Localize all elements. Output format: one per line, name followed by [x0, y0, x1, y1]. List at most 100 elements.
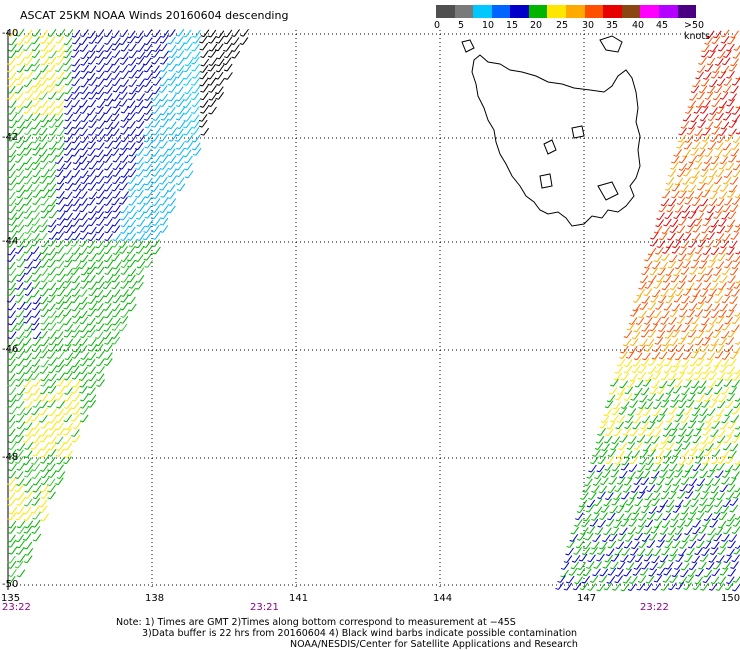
wind-barb	[698, 85, 708, 94]
wind-barb	[175, 112, 185, 121]
wind-barb	[7, 288, 16, 296]
wind-barb	[48, 50, 57, 59]
wind-barb	[663, 365, 673, 374]
wind-barb	[610, 527, 620, 536]
wind-barb	[639, 302, 649, 311]
wind-barb	[32, 448, 42, 457]
wind-barb	[678, 217, 687, 226]
wind-barb	[95, 29, 105, 37]
wind-barb	[15, 435, 24, 444]
wind-barb	[215, 86, 224, 95]
wind-barb	[23, 176, 33, 185]
legend-swatch	[491, 5, 511, 18]
wind-barb	[23, 309, 32, 318]
wind-barb	[685, 575, 695, 583]
wind-barb	[87, 308, 96, 317]
wind-barb	[702, 366, 711, 374]
wind-barb	[7, 154, 16, 163]
wind-barb	[664, 540, 673, 549]
wind-barb	[721, 415, 730, 424]
wind-barb	[606, 394, 616, 403]
wind-barb	[23, 541, 33, 550]
wind-barb	[711, 126, 721, 135]
wind-barb	[659, 232, 668, 241]
wind-barb	[120, 267, 130, 275]
wind-barb	[624, 386, 634, 395]
wind-barb	[651, 555, 660, 564]
wind-barb	[30, 246, 40, 254]
wind-barb	[120, 71, 129, 80]
wind-barb	[673, 323, 682, 332]
wind-barb	[47, 456, 56, 465]
wind-barb	[691, 232, 701, 241]
wind-barb	[685, 191, 695, 199]
wind-barb	[22, 205, 32, 214]
wind-barb	[683, 351, 692, 360]
wind-barb	[142, 79, 152, 88]
wind-barb	[48, 358, 57, 366]
wind-barb	[40, 373, 50, 382]
wind-barb	[736, 160, 740, 163]
wind-barb	[112, 84, 122, 93]
wind-barb	[592, 534, 601, 543]
wind-barb	[724, 400, 734, 409]
wind-barb	[681, 210, 691, 219]
wind-barb	[63, 436, 72, 444]
wind-barb	[727, 568, 737, 577]
wind-barb	[56, 163, 66, 172]
wind-barb	[712, 92, 722, 101]
wind-barb	[690, 114, 700, 123]
wind-barb	[15, 400, 25, 409]
wind-barb	[647, 366, 657, 375]
wind-barb	[729, 296, 738, 305]
wind-barb	[95, 331, 104, 340]
wind-barb	[127, 259, 136, 268]
wind-barb	[152, 246, 161, 255]
wind-barb	[710, 429, 719, 438]
wind-barb	[127, 189, 136, 198]
wind-barb	[674, 562, 683, 570]
wind-barb	[709, 191, 718, 200]
wind-barb	[721, 211, 730, 220]
wind-barb	[633, 352, 643, 361]
wind-barb	[30, 289, 40, 298]
wind-barb	[718, 218, 727, 227]
wind-barb	[119, 240, 128, 248]
wind-barb	[16, 344, 25, 353]
wind-barb	[112, 162, 122, 171]
wind-barb	[32, 156, 42, 164]
wind-barb	[231, 50, 241, 59]
wind-barb	[71, 324, 81, 333]
wind-barb	[715, 345, 725, 353]
wind-barb	[199, 78, 208, 87]
wind-barb	[630, 308, 639, 317]
wind-barb	[648, 358, 657, 366]
wind-barb	[641, 324, 650, 332]
wind-barb	[632, 421, 641, 430]
wind-barb	[693, 428, 702, 437]
wind-barb	[79, 142, 89, 151]
wind-barb	[646, 484, 656, 493]
wind-barb	[646, 309, 655, 318]
wind-barb	[699, 463, 709, 471]
wind-barb	[47, 238, 57, 247]
wind-barb	[31, 505, 40, 514]
wind-barb	[733, 492, 740, 499]
wind-barb	[95, 44, 105, 53]
wind-barb	[651, 289, 661, 298]
wind-barb	[111, 197, 120, 206]
wind-barb	[63, 134, 73, 143]
wind-barb	[40, 169, 50, 178]
wind-barb	[103, 191, 113, 199]
wind-barb	[716, 106, 725, 114]
wind-barb	[183, 71, 192, 80]
wind-barb	[699, 141, 709, 150]
wind-barb	[706, 57, 716, 66]
wind-barb	[615, 513, 625, 522]
wind-barb	[639, 275, 649, 284]
wind-barb	[160, 64, 169, 72]
wind-barb	[87, 155, 96, 163]
wind-barb	[689, 176, 699, 184]
wind-barb	[87, 329, 96, 338]
wind-barb	[725, 456, 734, 464]
